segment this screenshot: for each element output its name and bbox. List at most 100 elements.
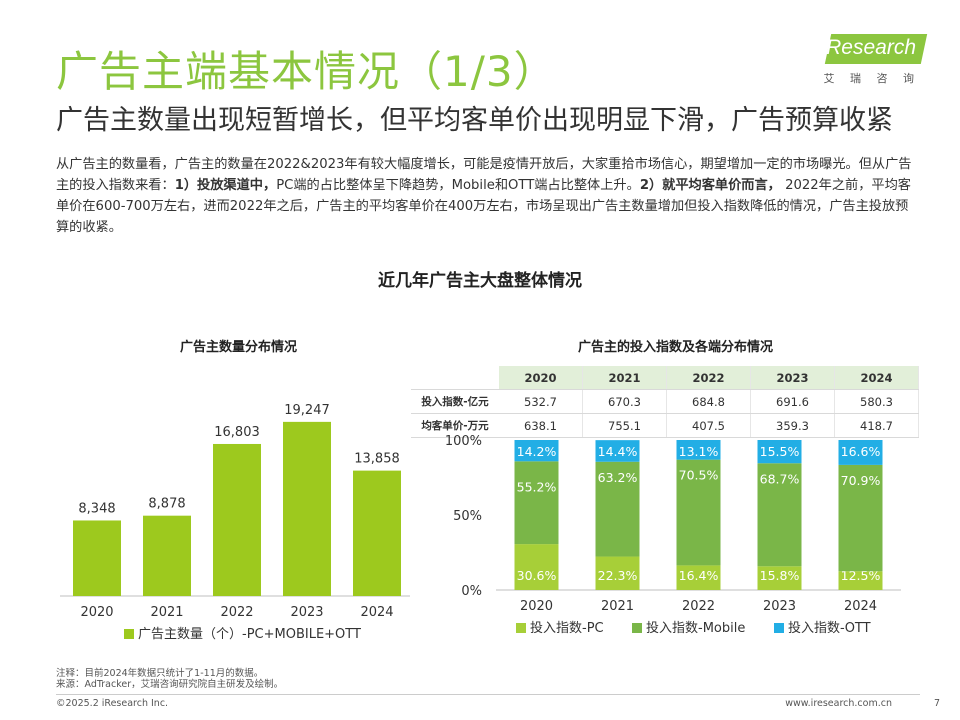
x-tick-label: 2020 bbox=[520, 599, 553, 614]
legend-label: 投入指数-PC bbox=[530, 620, 604, 636]
legend-swatch bbox=[124, 629, 134, 639]
table-cell: 691.6 bbox=[750, 389, 835, 414]
investment-share-stacked-chart: 100% 50% 0% 30.6% 55.2% 14.2% 2020 22.3% 63.2% 14… bbox=[445, 434, 901, 636]
investment-index-table: 2020 2021 2022 2023 2024 投入指数-亿元 532.7 6… bbox=[411, 366, 919, 438]
paragraph-text-2: PC端的占比整体呈下降趋势，Mobile和OTT端占比整体上升。 bbox=[276, 178, 640, 193]
stacked-bar-segment bbox=[514, 461, 559, 545]
table-cell: 418.7 bbox=[834, 413, 919, 438]
x-tick-label: 2024 bbox=[360, 605, 393, 620]
x-tick-label: 2022 bbox=[220, 605, 253, 620]
segment-value-label: 22.3% bbox=[598, 568, 638, 583]
table-row: 投入指数-亿元 532.7 670.3 684.8 691.6 580.3 bbox=[411, 389, 919, 414]
table-row-label: 投入指数-亿元 bbox=[411, 389, 499, 414]
bar bbox=[73, 520, 121, 596]
page-subtitle: 广告主数量出现短暂增长，但平均客单价出现明显下滑，广告预算收紧 bbox=[56, 105, 893, 136]
stacked-bar-segment bbox=[676, 459, 721, 566]
segment-value-label: 70.9% bbox=[841, 473, 881, 488]
x-tick-label: 2022 bbox=[682, 599, 715, 614]
footnote: 注释：目前2024年数据只统计了1-11月的数据。 来源：AdTracker，艾… bbox=[56, 668, 283, 690]
page-title: 广告主端基本情况（1/3） bbox=[56, 47, 557, 96]
table-cell: 359.3 bbox=[750, 413, 835, 438]
stacked-bar-segment bbox=[595, 461, 640, 557]
bar bbox=[213, 443, 261, 596]
segment-value-label: 15.5% bbox=[760, 444, 800, 459]
paragraph-bold-1: 1）投放渠道中， bbox=[174, 178, 277, 193]
bar-value-label: 13,858 bbox=[354, 452, 400, 467]
segment-value-label: 30.6% bbox=[517, 568, 557, 583]
footnote-line: 注释：目前2024年数据只统计了1-11月的数据。 bbox=[56, 668, 264, 679]
logo-text: iResearch bbox=[821, 36, 916, 59]
x-tick-label: 2021 bbox=[150, 605, 183, 620]
footer-divider bbox=[56, 694, 920, 695]
legend-label: 投入指数-OTT bbox=[788, 620, 871, 636]
bar-value-label: 8,348 bbox=[78, 501, 115, 516]
segment-value-label: 15.8% bbox=[760, 568, 800, 583]
table-cell: 755.1 bbox=[582, 413, 667, 438]
legend-swatch bbox=[516, 623, 526, 633]
table-corner-cell bbox=[411, 366, 499, 390]
summary-paragraph: 从广告主的数量看，广告主的数量在2022&2023年有较大幅度增长，可能是疫情开… bbox=[56, 154, 914, 238]
segment-value-label: 16.6% bbox=[841, 444, 881, 459]
x-tick-label: 2020 bbox=[80, 605, 113, 620]
x-tick-label: 2023 bbox=[763, 599, 796, 614]
table-cell: 684.8 bbox=[666, 389, 751, 414]
bar bbox=[283, 421, 331, 596]
table-year-cell: 2021 bbox=[582, 366, 667, 390]
table-year-cell: 2024 bbox=[834, 366, 919, 390]
legend-swatch bbox=[632, 623, 642, 633]
stacked-bar-segment bbox=[757, 440, 802, 464]
stacked-bar-segment bbox=[595, 556, 640, 590]
table-cell: 670.3 bbox=[582, 389, 667, 414]
paragraph-text-3: 2022年之前，平均客单价在600-700万左右，进而2022年之后，广告主的平… bbox=[56, 178, 911, 235]
stacked-bar-segment bbox=[514, 440, 559, 462]
segment-value-label: 14.2% bbox=[517, 444, 557, 459]
legend-swatch bbox=[774, 623, 784, 633]
paragraph-bold-2: 2）就平均客单价而言， bbox=[639, 178, 781, 193]
table-cell: 407.5 bbox=[666, 413, 751, 438]
segment-value-label: 16.4% bbox=[679, 568, 719, 583]
page-number: 7 bbox=[933, 698, 940, 709]
stacked-bar-segment bbox=[676, 565, 721, 590]
table-row-label: 均客单价-万元 bbox=[411, 413, 499, 438]
stacked-bar-segment bbox=[757, 463, 802, 567]
stacked-bar-segment bbox=[514, 544, 559, 590]
stacked-bar-segment bbox=[838, 440, 883, 465]
x-tick-label: 2021 bbox=[601, 599, 634, 614]
segment-value-label: 13.1% bbox=[679, 444, 719, 459]
footnote-line: 来源：AdTracker，艾瑞咨询研究院自主研发及绘制。 bbox=[56, 679, 284, 690]
table-year-cell: 2020 bbox=[499, 366, 583, 390]
bar-value-label: 8,878 bbox=[148, 497, 185, 512]
logo-subtext: 艾 瑞 咨 询 bbox=[823, 72, 920, 85]
table-year-cell: 2023 bbox=[750, 366, 835, 390]
bar-value-label: 16,803 bbox=[214, 425, 260, 440]
left-chart-title: 广告主数量分布情况 bbox=[180, 340, 298, 355]
legend-label: 广告主数量（个）-PC+MOBILE+OTT bbox=[138, 627, 361, 642]
y-tick-label: 0% bbox=[461, 584, 482, 599]
segment-value-label: 14.4% bbox=[598, 444, 638, 459]
segment-value-label: 55.2% bbox=[517, 479, 557, 494]
copyright: ©2025.2 iResearch Inc. bbox=[56, 698, 169, 709]
bar bbox=[143, 515, 191, 596]
table-cell: 532.7 bbox=[499, 389, 583, 414]
x-tick-label: 2023 bbox=[290, 605, 323, 620]
table-year-cell: 2022 bbox=[666, 366, 751, 390]
y-tick-label: 100% bbox=[445, 434, 482, 449]
segment-value-label: 68.7% bbox=[760, 471, 800, 486]
table-row: 均客单价-万元 638.1 755.1 407.5 359.3 418.7 bbox=[411, 413, 919, 438]
stacked-bar-segment bbox=[676, 440, 721, 460]
stacked-bar-segment bbox=[838, 571, 883, 590]
section-title: 近几年广告主大盘整体情况 bbox=[378, 271, 582, 291]
footer-url[interactable]: www.iresearch.com.cn bbox=[785, 698, 892, 709]
table-cell: 580.3 bbox=[834, 389, 919, 414]
x-tick-label: 2024 bbox=[844, 599, 877, 614]
bar-value-label: 19,247 bbox=[284, 403, 330, 418]
advertiser-count-bar-chart: 8,348 2020 8,878 2021 16,803 2022 19,247 2023 13… bbox=[60, 403, 410, 642]
table-header-row: 2020 2021 2022 2023 2024 bbox=[411, 366, 919, 390]
legend-label: 投入指数-Mobile bbox=[646, 620, 745, 636]
paragraph-text-1: 从广告主的数量看，广告主的数量在2022&2023年有较大幅度增长，可能是疫情开… bbox=[56, 157, 912, 193]
table-cell: 638.1 bbox=[499, 413, 583, 438]
segment-value-label: 63.2% bbox=[598, 470, 638, 485]
stacked-bar-segment bbox=[757, 566, 802, 590]
y-tick-label: 50% bbox=[453, 509, 482, 524]
iresearch-logo: iResearch 艾 瑞 咨 询 bbox=[814, 34, 928, 85]
